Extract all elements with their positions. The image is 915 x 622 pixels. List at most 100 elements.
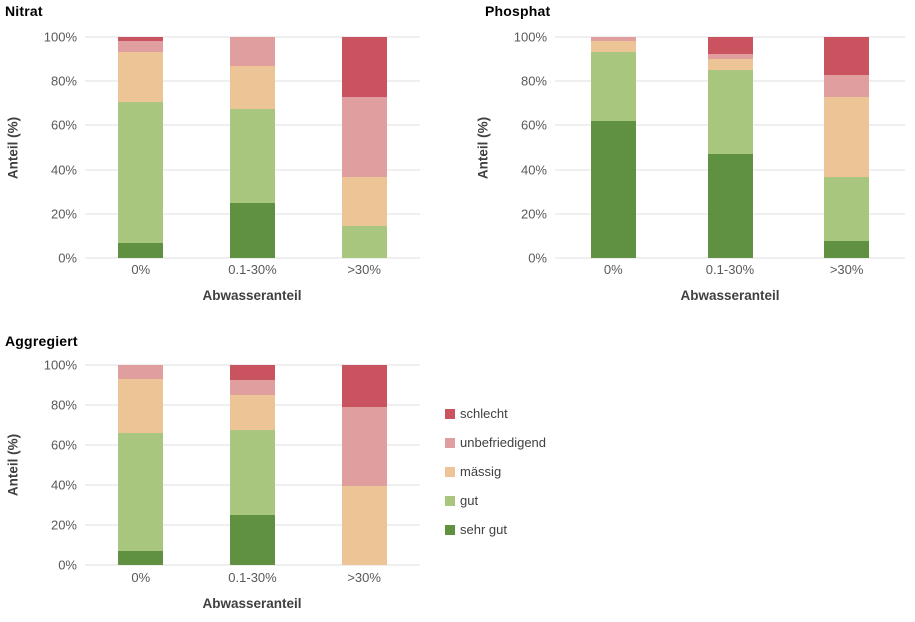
- gridline: [85, 564, 420, 566]
- legend-item-gut: gut: [445, 486, 546, 515]
- legend-item-sehr-gut: sehr gut: [445, 515, 546, 544]
- y-tick-label: 40%: [50, 162, 77, 178]
- bar-segment-sehr-gut: [590, 120, 636, 258]
- y-tick-label: 0%: [528, 250, 547, 266]
- bar-segment-m-ssig: [230, 395, 275, 430]
- bar-segment-schlecht: [341, 37, 387, 97]
- x-axis-label: Abwasseranteil: [680, 288, 780, 303]
- y-tick-label: 60%: [50, 437, 77, 453]
- y-axis-ticks: 0% 20% 40% 60% 80% 100%: [455, 30, 547, 266]
- y-tick-label: 80%: [520, 73, 547, 89]
- bar-segment-schlecht: [707, 37, 753, 54]
- bar-segment-schlecht: [341, 365, 387, 407]
- legend-label: unbefriedigend: [460, 435, 547, 450]
- x-tick-label: 0%: [131, 570, 151, 585]
- y-tick-label: 80%: [50, 397, 77, 413]
- bar-segment-sehr-gut: [118, 551, 164, 565]
- y-tick-label: 20%: [50, 517, 77, 533]
- bar-segment-sehr-gut: [230, 515, 275, 565]
- legend-item-m-ssig: mässig: [445, 457, 546, 486]
- x-tick-label: >30%: [829, 262, 864, 277]
- y-tick-label: 100%: [513, 29, 547, 45]
- x-tick-label: >30%: [347, 262, 381, 277]
- chart-title: Phosphat: [485, 3, 551, 19]
- stacked-bar: [230, 37, 275, 258]
- legend-swatch-unbefriedigend-icon: [445, 437, 455, 448]
- bar-segment-sehr-gut: [824, 241, 870, 258]
- x-tick-label: 0.1-30%: [228, 570, 277, 585]
- y-tick-label: 60%: [520, 117, 547, 133]
- x-tick-label: 0%: [603, 262, 623, 277]
- bar-segment-gut: [824, 177, 870, 242]
- bar-segment-m-ssig: [118, 52, 164, 103]
- stacked-bar: [341, 37, 387, 258]
- y-tick-label: 100%: [43, 29, 77, 45]
- bar-segment-sehr-gut: [707, 154, 753, 258]
- bar-segment-m-ssig: [341, 486, 387, 565]
- bar-segment-gut: [118, 433, 164, 551]
- legend-label: gut: [460, 493, 479, 508]
- bar-segment-m-ssig: [118, 379, 164, 433]
- y-tick-label: 0%: [58, 557, 77, 573]
- gridline: [555, 257, 905, 259]
- x-axis-ticks: 0% 0.1-30% >30%: [85, 262, 420, 278]
- bar-segment-unbefriedigend: [707, 53, 753, 60]
- legend-swatch-m-ssig-icon: [445, 466, 455, 477]
- bar-segment-gut: [118, 102, 164, 243]
- y-tick-label: 40%: [520, 162, 547, 178]
- chart-title: Aggregiert: [5, 333, 78, 349]
- legend-label: sehr gut: [460, 522, 507, 537]
- stacked-bar: [341, 365, 387, 565]
- aggregiert-chart: Aggregiert Anteil (%) 0% 20% 40% 60% 80% 100%…: [0, 330, 455, 622]
- legend-item-schlecht: schlecht: [445, 399, 546, 428]
- bar-segment-unbefriedigend: [118, 365, 164, 379]
- bar-segment-gut: [341, 225, 387, 258]
- bar-segment-m-ssig: [230, 65, 275, 109]
- bar-segment-m-ssig: [590, 41, 636, 53]
- phosphat-chart: Phosphat Anteil (%) 0% 20% 40% 60% 80% 100% 0…: [455, 0, 915, 325]
- stacked-bar: [118, 37, 164, 258]
- plot-area: [555, 36, 905, 259]
- stacked-bar: [590, 37, 636, 258]
- legend-item-unbefriedigend: unbefriedigend: [445, 428, 546, 457]
- gridline: [85, 257, 420, 259]
- bar-segment-m-ssig: [341, 177, 387, 226]
- bar-segment-schlecht: [118, 37, 164, 42]
- bar-segment-unbefriedigend: [118, 41, 164, 53]
- legend-label: mässig: [460, 464, 502, 479]
- x-axis-ticks: 0% 0.1-30% >30%: [555, 262, 905, 278]
- bar-segment-gut: [230, 430, 275, 515]
- chart-title: Nitrat: [5, 3, 43, 19]
- x-tick-label: 0.1-30%: [705, 262, 755, 277]
- bar-segment-unbefriedigend: [341, 407, 387, 486]
- y-tick-label: 60%: [50, 117, 77, 133]
- y-tick-label: 20%: [50, 206, 77, 222]
- gridline: [85, 36, 420, 38]
- y-tick-label: 100%: [43, 357, 77, 373]
- bar-segment-sehr-gut: [118, 242, 164, 258]
- legend-swatch-sehr-gut-icon: [445, 524, 455, 535]
- plot-area: [85, 36, 420, 259]
- y-tick-label: 0%: [58, 250, 77, 266]
- stacked-bar: [707, 37, 753, 258]
- nitrat-chart: Nitrat Anteil (%) 0% 20% 40% 60% 80% 100% 0% 0…: [0, 0, 455, 325]
- y-tick-label: 80%: [50, 73, 77, 89]
- stacked-bar: [824, 37, 870, 258]
- bar-segment-unbefriedigend: [590, 37, 636, 42]
- bar-segment-unbefriedigend: [230, 37, 275, 66]
- x-axis-label: Abwasseranteil: [202, 596, 302, 611]
- bar-segment-m-ssig: [824, 96, 870, 178]
- legend: schlecht unbefriedigend mässig gut sehr gut: [445, 399, 546, 544]
- y-tick-label: 20%: [520, 206, 547, 222]
- stacked-bar: [118, 365, 164, 565]
- x-axis-ticks: 0% 0.1-30% >30%: [85, 570, 420, 586]
- x-tick-label: 0%: [131, 262, 151, 277]
- bar-segment-gut: [230, 108, 275, 203]
- stacked-bar: [230, 365, 275, 565]
- bar-segment-gut: [590, 52, 636, 121]
- y-axis-ticks: 0% 20% 40% 60% 80% 100%: [0, 30, 77, 266]
- bar-segment-unbefriedigend: [230, 380, 275, 395]
- bar-segment-schlecht: [230, 365, 275, 380]
- legend-swatch-gut-icon: [445, 495, 455, 506]
